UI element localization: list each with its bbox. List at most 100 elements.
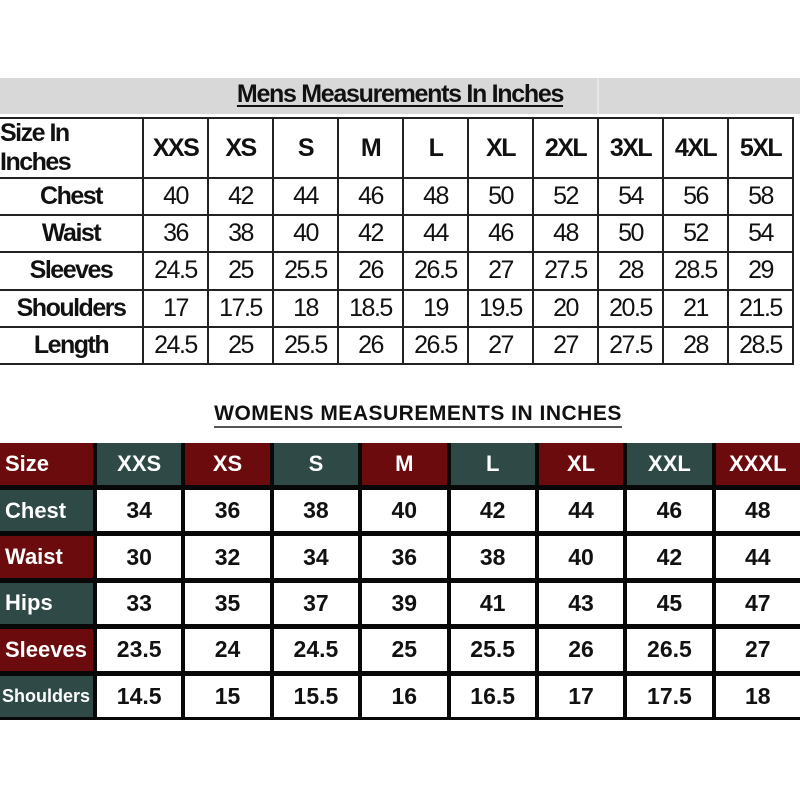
mens-size-table: Size In Inches XXS XS S M L XL 2XL 3XL 4XL 5XL Ches… bbox=[0, 117, 794, 365]
measurement-cell: 44 bbox=[404, 216, 467, 252]
size-header: XS bbox=[185, 443, 270, 485]
size-header: XXS bbox=[97, 443, 182, 485]
measurement-cell: 27.5 bbox=[599, 327, 662, 363]
measurement-cell: 36 bbox=[362, 536, 447, 578]
row-label: Chest bbox=[0, 179, 142, 215]
measurement-cell: 27 bbox=[469, 327, 532, 363]
measurement-cell: 25.5 bbox=[450, 629, 535, 671]
size-header: XL bbox=[538, 443, 624, 485]
measurement-cell: 33 bbox=[97, 582, 182, 625]
measurement-cell: 17.5 bbox=[209, 290, 272, 326]
measurement-cell: 39 bbox=[362, 582, 447, 625]
measurement-cell: 26 bbox=[339, 327, 402, 363]
row-label: Chest bbox=[0, 490, 93, 532]
row-label: Shoulders bbox=[0, 290, 142, 326]
measurement-cell: 24 bbox=[185, 629, 270, 671]
measurement-cell: 27 bbox=[469, 253, 532, 289]
row-label: Sleeves bbox=[0, 253, 142, 289]
measurement-cell: 14.5 bbox=[97, 675, 182, 717]
row-label: Waist bbox=[0, 216, 142, 252]
measurement-cell: 38 bbox=[209, 216, 272, 252]
measurement-cell: 36 bbox=[144, 216, 207, 252]
size-header: XXXL bbox=[715, 443, 800, 485]
measurement-cell: 25 bbox=[362, 629, 447, 671]
size-header: M bbox=[362, 443, 447, 485]
measurement-cell: 42 bbox=[339, 216, 402, 252]
measurement-cell: 47 bbox=[715, 582, 800, 625]
measurement-cell: 15.5 bbox=[273, 675, 359, 717]
mens-title-band bbox=[0, 78, 800, 114]
header-label: Size In Inches bbox=[0, 119, 142, 177]
measurement-cell: 25.5 bbox=[274, 253, 337, 289]
womens-title-text: WOMENS MEASUREMENTS IN INCHES bbox=[214, 402, 622, 428]
row-label: Length bbox=[0, 327, 142, 363]
measurement-cell: 52 bbox=[664, 216, 727, 252]
measurement-cell: 40 bbox=[538, 536, 624, 578]
measurement-cell: 24.5 bbox=[273, 629, 359, 671]
measurement-cell: 26.5 bbox=[404, 253, 467, 289]
measurement-cell: 16 bbox=[362, 675, 447, 717]
measurement-cell: 28 bbox=[664, 327, 727, 363]
measurement-cell: 26.5 bbox=[627, 629, 712, 671]
row-label: Hips bbox=[0, 582, 93, 625]
measurement-cell: 21.5 bbox=[729, 290, 792, 326]
row-label: Sleeves bbox=[0, 629, 93, 671]
measurement-cell: 34 bbox=[97, 490, 182, 532]
measurement-cell: 15 bbox=[185, 675, 270, 717]
measurement-cell: 20.5 bbox=[599, 290, 662, 326]
measurement-cell: 25 bbox=[209, 253, 272, 289]
size-header: XS bbox=[209, 119, 272, 177]
size-header: 3XL bbox=[599, 119, 662, 177]
measurement-cell: 44 bbox=[538, 490, 624, 532]
measurement-cell: 50 bbox=[469, 179, 532, 215]
measurement-cell: 40 bbox=[144, 179, 207, 215]
measurement-cell: 29 bbox=[729, 253, 792, 289]
size-header: L bbox=[404, 119, 467, 177]
title-band-divider bbox=[597, 78, 599, 114]
size-header: 4XL bbox=[664, 119, 727, 177]
size-header: 2XL bbox=[534, 119, 597, 177]
size-header: XL bbox=[469, 119, 532, 177]
measurement-cell: 46 bbox=[469, 216, 532, 252]
measurement-cell: 56 bbox=[664, 179, 727, 215]
measurement-cell: 50 bbox=[599, 216, 662, 252]
measurement-cell: 58 bbox=[729, 179, 792, 215]
measurement-cell: 41 bbox=[450, 582, 535, 625]
size-header: S bbox=[273, 443, 359, 485]
measurement-cell: 44 bbox=[715, 536, 800, 578]
size-header: S bbox=[274, 119, 337, 177]
measurement-cell: 30 bbox=[97, 536, 182, 578]
measurement-cell: 28 bbox=[599, 253, 662, 289]
measurement-cell: 24.5 bbox=[144, 327, 207, 363]
measurement-cell: 17.5 bbox=[627, 675, 712, 717]
womens-title: WOMENS MEASUREMENTS IN INCHES bbox=[0, 402, 800, 428]
measurement-cell: 42 bbox=[450, 490, 535, 532]
measurement-cell: 27 bbox=[534, 327, 597, 363]
measurement-cell: 35 bbox=[185, 582, 270, 625]
measurement-cell: 52 bbox=[534, 179, 597, 215]
measurement-cell: 21 bbox=[664, 290, 727, 326]
measurement-cell: 45 bbox=[627, 582, 712, 625]
measurement-cell: 54 bbox=[729, 216, 792, 252]
measurement-cell: 28.5 bbox=[664, 253, 727, 289]
measurement-cell: 40 bbox=[362, 490, 447, 532]
measurement-cell: 46 bbox=[339, 179, 402, 215]
size-header: L bbox=[450, 443, 535, 485]
size-header: 5XL bbox=[729, 119, 792, 177]
measurement-cell: 17 bbox=[144, 290, 207, 326]
size-header: M bbox=[339, 119, 402, 177]
measurement-cell: 18.5 bbox=[339, 290, 402, 326]
measurement-cell: 32 bbox=[185, 536, 270, 578]
measurement-cell: 48 bbox=[534, 216, 597, 252]
size-header: XXS bbox=[144, 119, 207, 177]
measurement-cell: 16.5 bbox=[450, 675, 535, 717]
size-header: XXL bbox=[627, 443, 712, 485]
measurement-cell: 18 bbox=[715, 675, 800, 717]
measurement-cell: 26.5 bbox=[404, 327, 467, 363]
measurement-cell: 25 bbox=[209, 327, 272, 363]
measurement-cell: 36 bbox=[185, 490, 270, 532]
measurement-cell: 27.5 bbox=[534, 253, 597, 289]
measurement-cell: 19.5 bbox=[469, 290, 532, 326]
measurement-cell: 17 bbox=[538, 675, 624, 717]
measurement-cell: 42 bbox=[627, 536, 712, 578]
